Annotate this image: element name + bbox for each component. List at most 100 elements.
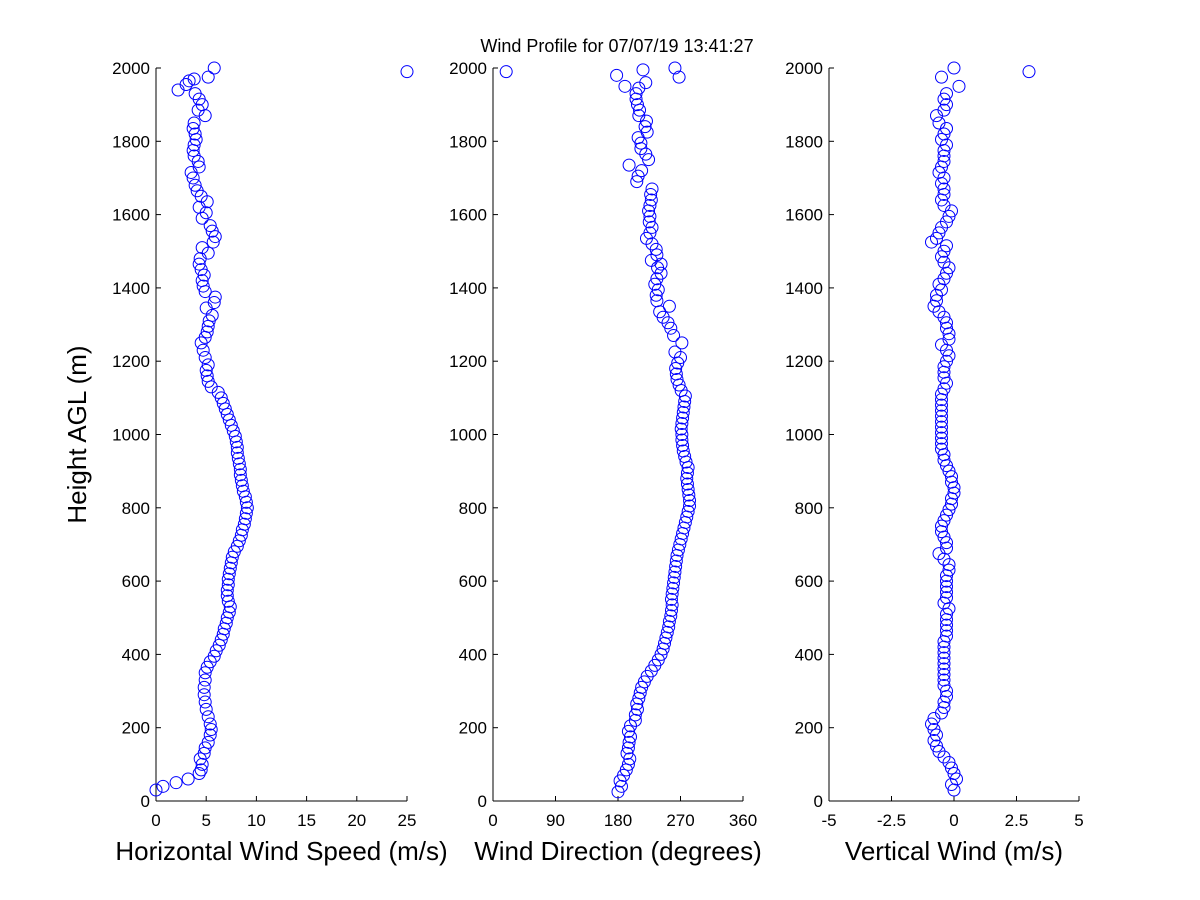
data-point [201,358,215,372]
data-point [206,235,220,249]
x-tick-label: 15 [297,811,316,830]
data-point [207,296,221,310]
y-tick-label: 400 [795,645,823,664]
data-point [683,499,697,513]
x-tick-label: -2.5 [877,811,906,830]
data-point [204,723,218,737]
data-point [667,329,681,343]
data-point [935,250,948,264]
data-point [952,79,966,93]
data-point [198,666,212,680]
data-point [650,248,664,262]
data-point [676,406,690,420]
y-tick-label: 200 [795,719,823,738]
data-point [650,294,664,308]
data-point [628,713,642,727]
data-point [620,746,634,760]
data-point [925,717,938,731]
data-point [937,182,951,196]
data-point [937,646,951,660]
data-point [675,433,689,447]
data-point [930,728,943,742]
data-point [950,772,963,786]
data-point [937,103,951,117]
data-point [940,591,953,605]
data-point [187,116,201,130]
x-tick-label: 25 [398,811,417,830]
data-point [674,422,688,436]
data-point [499,65,513,79]
data-point [676,411,690,425]
data-point [235,479,249,493]
data-point [187,138,201,152]
data-point [195,757,209,771]
data-point [192,257,206,271]
data-point [945,761,958,775]
data-point [940,215,953,229]
data-point [937,514,951,528]
x-axis-label: Vertical Wind (m/s) [845,836,1063,866]
data-point [181,772,195,786]
data-point [638,120,652,134]
data-point [201,735,215,749]
y-tick-label: 1000 [785,426,823,445]
data-point [622,158,636,172]
data-point [200,369,214,383]
data-point [935,415,948,429]
data-point [201,710,215,724]
y-tick-label: 1000 [112,426,150,445]
data-point [223,561,237,575]
data-point [624,730,637,744]
data-point [937,679,951,693]
data-point [669,554,683,568]
y-tick-label: 2000 [785,59,823,78]
data-point [216,396,230,410]
data-point [681,504,695,518]
data-point [621,757,635,771]
y-tick-label: 400 [459,645,487,664]
x-tick-label: 2.5 [1005,811,1029,830]
data-point [935,442,948,456]
x-tick-label: 180 [604,811,632,830]
data-point [667,570,681,584]
data-point [186,171,200,185]
data-point [680,477,694,491]
data-point [669,362,683,376]
data-point [662,614,676,628]
x-tick-label: 10 [247,811,266,830]
data-point [932,165,946,179]
data-point [940,536,953,550]
data-point [644,193,658,207]
data-point [644,187,658,201]
y-tick-label: 400 [122,645,150,664]
data-point [230,440,244,454]
data-point [203,219,217,233]
data-point [940,585,953,599]
data-point [935,409,948,423]
y-tick-label: 600 [122,572,150,591]
data-point [937,272,951,286]
data-point [194,763,208,777]
data-point [635,164,649,178]
data-point [940,316,953,330]
data-point [940,508,953,522]
y-tick-label: 1600 [449,206,487,225]
data-point [680,466,694,480]
data-point [630,702,644,716]
data-point [196,279,210,293]
panel-horizontal-wind-speed: 0 200 400 600 800 1000 1200 1400 1600 1800 2000 0 5 1… [62,59,448,866]
data-point [199,363,213,377]
data-point [937,651,951,665]
y-tick-label: 600 [459,572,487,591]
y-tick-label: 1200 [112,352,150,371]
data-point [222,605,236,619]
chart-title: Wind Profile for 07/07/19 13:41:27 [480,36,753,56]
data-point [187,149,201,163]
y-tick-label: 1800 [785,132,823,151]
data-point [628,708,642,722]
data-point [677,400,691,414]
data-point [230,446,244,460]
data-point [942,464,956,478]
data-point [232,457,246,471]
data-point [940,629,953,643]
